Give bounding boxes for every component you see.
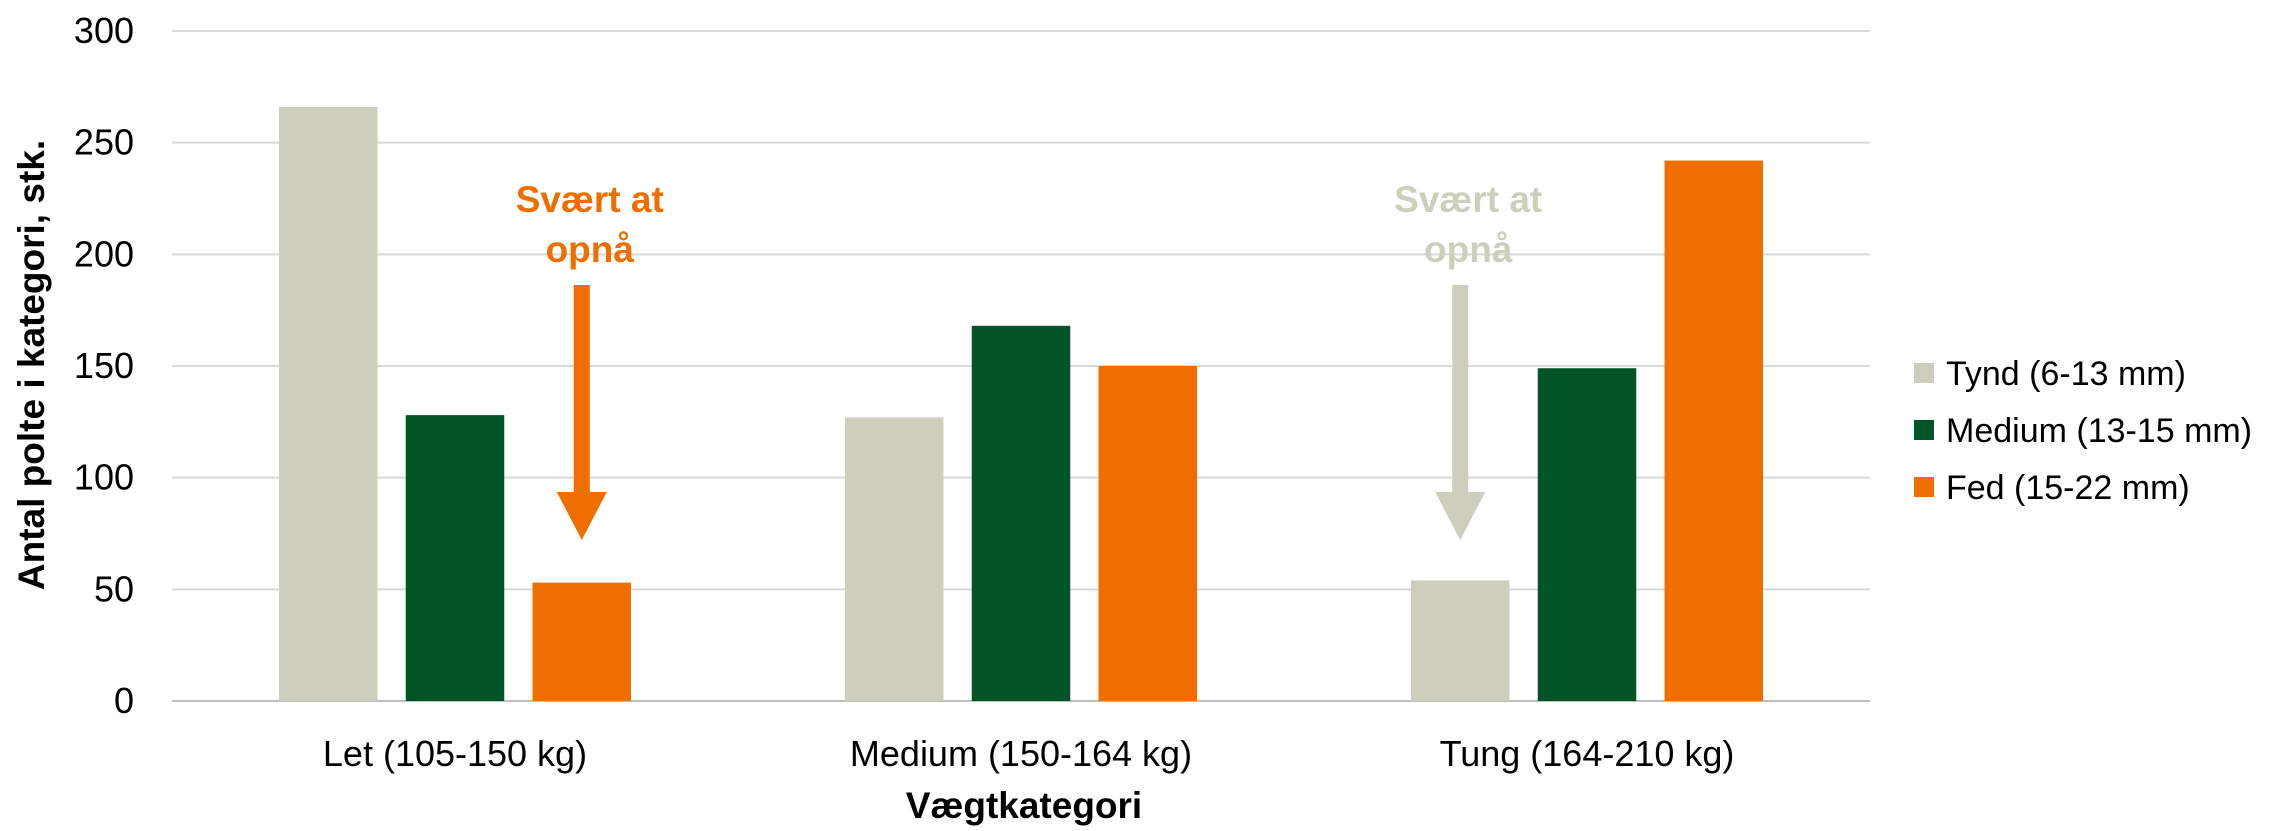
- bar: [971, 325, 1071, 701]
- y-axis-ticks: 0 50 100 150 200 250 300: [74, 10, 134, 721]
- bar: [278, 106, 378, 701]
- y-tick-label: 50: [94, 568, 134, 609]
- y-axis-title: Antal polte i kategori, stk.: [11, 140, 52, 590]
- x-tick-label: Medium (150-164 kg): [850, 733, 1192, 774]
- bars: [278, 106, 1764, 702]
- y-tick-label: 250: [74, 122, 134, 163]
- x-tick-label: Tung (164-210 kg): [1440, 733, 1735, 774]
- legend-label: Tynd (6-13 mm): [1946, 355, 2186, 393]
- annotation-text-line1: Svært at: [516, 179, 664, 220]
- legend: Tynd (6-13 mm) Medium (13-15 mm) Fed (15-2…: [1914, 355, 2252, 507]
- annotation: Svært at opnå: [516, 179, 664, 540]
- bar: [532, 582, 632, 701]
- y-tick-label: 300: [74, 10, 134, 51]
- annotation-arrow-head: [1435, 492, 1486, 540]
- x-axis-ticks: Let (105-150 kg) Medium (150-164 kg) Tung …: [323, 733, 1735, 774]
- annotation-text-line1: Svært at: [1394, 179, 1542, 220]
- annotation-text-line2: opnå: [546, 229, 635, 270]
- bar: [1098, 366, 1198, 701]
- bar: [1537, 368, 1637, 701]
- x-tick-label: Let (105-150 kg): [323, 733, 587, 774]
- bar: [405, 415, 505, 701]
- legend-swatch: [1914, 477, 1934, 497]
- legend-swatch: [1914, 363, 1934, 383]
- bar: [1410, 580, 1510, 701]
- annotation: Svært at opnå: [1394, 179, 1542, 540]
- y-tick-label: 150: [74, 345, 134, 386]
- legend-label: Medium (13-15 mm): [1946, 412, 2252, 450]
- annotations: Svært at opnå Svært at opnå: [516, 179, 1542, 540]
- annotation-arrow-shaft: [1452, 285, 1469, 493]
- y-tick-label: 200: [74, 233, 134, 274]
- annotation-arrow-head: [556, 492, 607, 540]
- legend-swatch: [1914, 420, 1934, 440]
- y-tick-label: 100: [74, 457, 134, 498]
- x-axis-title: Vægtkategori: [906, 785, 1142, 826]
- annotation-arrow-shaft: [573, 285, 590, 493]
- y-tick-label: 0: [114, 680, 134, 721]
- bar: [1664, 160, 1764, 702]
- bar: [844, 417, 944, 701]
- legend-label: Fed (15-22 mm): [1946, 469, 2190, 507]
- annotation-text-line2: opnå: [1424, 229, 1513, 270]
